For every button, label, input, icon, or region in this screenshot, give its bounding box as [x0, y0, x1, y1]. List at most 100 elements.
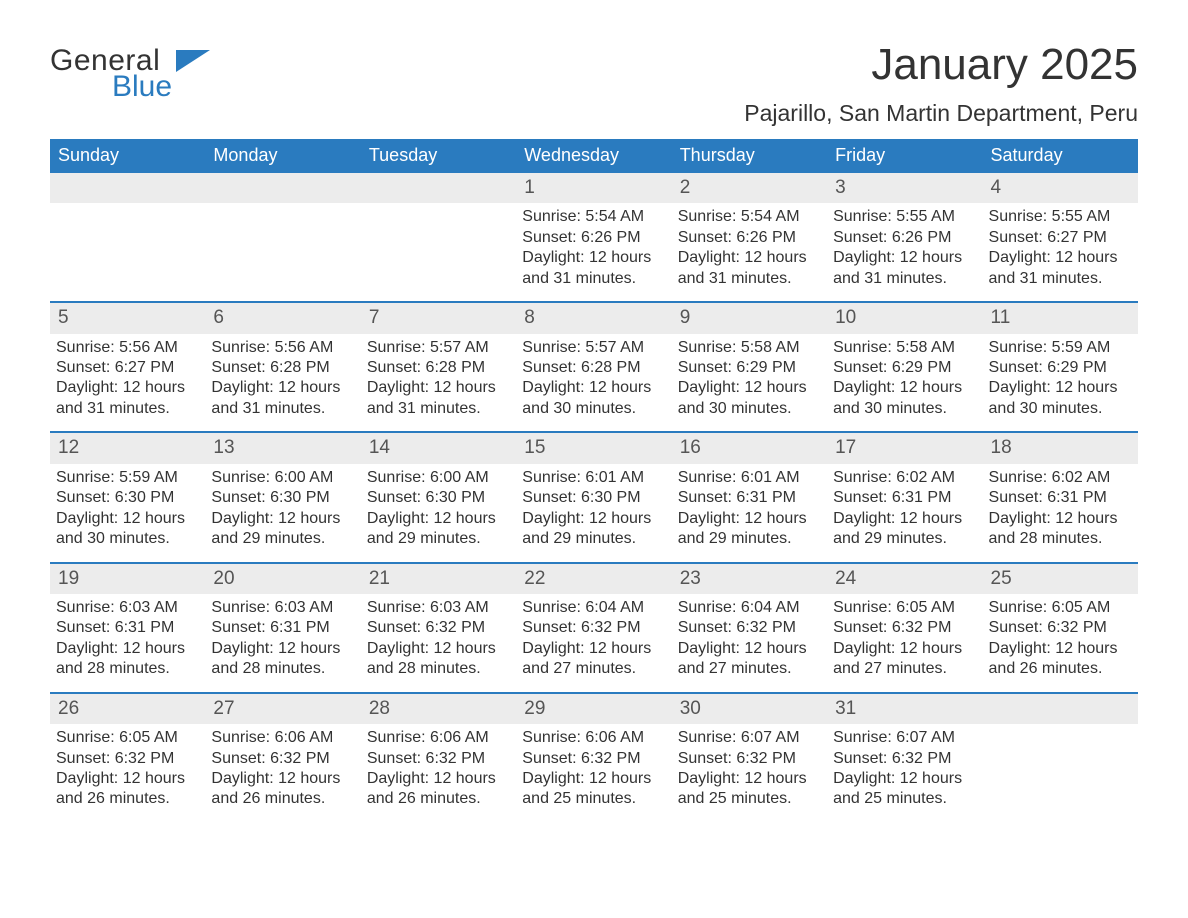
daylight-line-1: Daylight: 12 hours: [211, 769, 354, 789]
daylight-line-1: Daylight: 12 hours: [989, 248, 1132, 268]
weekday-header: Sunday: [50, 139, 205, 173]
day-number: 28: [361, 694, 516, 724]
flag-icon: [176, 50, 210, 77]
daylight-line-2: and 29 minutes.: [833, 529, 976, 549]
day-number: 11: [983, 303, 1138, 333]
day-number: 8: [516, 303, 671, 333]
sunrise-line: Sunrise: 6:02 AM: [833, 468, 976, 488]
sunrise-line: Sunrise: 6:06 AM: [522, 728, 665, 748]
daylight-line-1: Daylight: 12 hours: [989, 639, 1132, 659]
calendar-day: 26Sunrise: 6:05 AMSunset: 6:32 PMDayligh…: [50, 694, 205, 822]
sunrise-line: Sunrise: 6:00 AM: [367, 468, 510, 488]
day-number: 13: [205, 433, 360, 463]
calendar-week: 26Sunrise: 6:05 AMSunset: 6:32 PMDayligh…: [50, 692, 1138, 822]
sunset-line: Sunset: 6:32 PM: [367, 749, 510, 769]
sunset-line: Sunset: 6:27 PM: [989, 228, 1132, 248]
day-number: 14: [361, 433, 516, 463]
sunrise-line: Sunrise: 5:59 AM: [56, 468, 199, 488]
calendar-day: 13Sunrise: 6:00 AMSunset: 6:30 PMDayligh…: [205, 433, 360, 561]
daylight-line-2: and 31 minutes.: [522, 269, 665, 289]
daylight-line-1: Daylight: 12 hours: [678, 769, 821, 789]
sunset-line: Sunset: 6:27 PM: [56, 358, 199, 378]
sunset-line: Sunset: 6:29 PM: [989, 358, 1132, 378]
calendar-day: 12Sunrise: 5:59 AMSunset: 6:30 PMDayligh…: [50, 433, 205, 561]
day-number: 30: [672, 694, 827, 724]
daylight-line-1: Daylight: 12 hours: [56, 639, 199, 659]
daylight-line-1: Daylight: 12 hours: [56, 378, 199, 398]
daylight-line-1: Daylight: 12 hours: [833, 639, 976, 659]
day-number: [205, 173, 360, 203]
sunrise-line: Sunrise: 6:02 AM: [989, 468, 1132, 488]
daylight-line-1: Daylight: 12 hours: [56, 769, 199, 789]
sunset-line: Sunset: 6:31 PM: [989, 488, 1132, 508]
day-number: 21: [361, 564, 516, 594]
day-number: [983, 694, 1138, 724]
day-number: 5: [50, 303, 205, 333]
weekday-header: Thursday: [672, 139, 827, 173]
sunrise-line: Sunrise: 5:57 AM: [367, 338, 510, 358]
calendar-day: 14 Sunrise: 6:00 AMSunset: 6:30 PMDayligh…: [361, 433, 516, 561]
day-number: 29: [516, 694, 671, 724]
day-number: 20: [205, 564, 360, 594]
daylight-line-2: and 25 minutes.: [678, 789, 821, 809]
day-number: 12: [50, 433, 205, 463]
calendar-day: 5 Sunrise: 5:56 AMSunset: 6:27 PMDaylight…: [50, 303, 205, 431]
calendar-day: 17Sunrise: 6:02 AMSunset: 6:31 PMDayligh…: [827, 433, 982, 561]
weekday-header: Tuesday: [361, 139, 516, 173]
sunset-line: Sunset: 6:30 PM: [522, 488, 665, 508]
sunrise-line: Sunrise: 5:54 AM: [678, 207, 821, 227]
day-number: 26: [50, 694, 205, 724]
calendar-day: 10Sunrise: 5:58 AMSunset: 6:29 PMDayligh…: [827, 303, 982, 431]
daylight-line-1: Daylight: 12 hours: [367, 639, 510, 659]
daylight-line-1: Daylight: 12 hours: [989, 509, 1132, 529]
day-number: 18: [983, 433, 1138, 463]
calendar-day-blank: [50, 173, 205, 301]
sunset-line: Sunset: 6:28 PM: [522, 358, 665, 378]
sunset-line: Sunset: 6:28 PM: [211, 358, 354, 378]
calendar-day: 18 Sunrise: 6:02 AMSunset: 6:31 PMDayligh…: [983, 433, 1138, 561]
sunrise-line: Sunrise: 6:05 AM: [989, 598, 1132, 618]
sunrise-line: Sunrise: 5:56 AM: [56, 338, 199, 358]
daylight-line-1: Daylight: 12 hours: [367, 769, 510, 789]
daylight-line-2: and 26 minutes.: [989, 659, 1132, 679]
daylight-line-1: Daylight: 12 hours: [522, 509, 665, 529]
day-number: 15: [516, 433, 671, 463]
calendar-day: 22Sunrise: 6:04 AMSunset: 6:32 PMDayligh…: [516, 564, 671, 692]
calendar-day: 30Sunrise: 6:07 AMSunset: 6:32 PMDayligh…: [672, 694, 827, 822]
daylight-line-2: and 28 minutes.: [211, 659, 354, 679]
brand-text: General Blue: [50, 46, 172, 102]
day-number: 22: [516, 564, 671, 594]
daylight-line-2: and 31 minutes.: [989, 269, 1132, 289]
sunrise-line: Sunrise: 5:58 AM: [678, 338, 821, 358]
calendar-day: 1Sunrise: 5:54 AMSunset: 6:26 PMDaylight…: [516, 173, 671, 301]
calendar-day: 31Sunrise: 6:07 AMSunset: 6:32 PMDayligh…: [827, 694, 982, 822]
calendar-day-blank: [361, 173, 516, 301]
daylight-line-2: and 29 minutes.: [678, 529, 821, 549]
sunset-line: Sunset: 6:26 PM: [678, 228, 821, 248]
daylight-line-1: Daylight: 12 hours: [678, 378, 821, 398]
daylight-line-2: and 29 minutes.: [522, 529, 665, 549]
sunrise-line: Sunrise: 5:59 AM: [989, 338, 1132, 358]
daylight-line-1: Daylight: 12 hours: [833, 769, 976, 789]
location-subtitle: Pajarillo, San Martin Department, Peru: [744, 100, 1138, 127]
day-number: 23: [672, 564, 827, 594]
calendar-day: 28Sunrise: 6:06 AMSunset: 6:32 PMDayligh…: [361, 694, 516, 822]
sunset-line: Sunset: 6:32 PM: [989, 618, 1132, 638]
sunset-line: Sunset: 6:30 PM: [367, 488, 510, 508]
day-number: 19: [50, 564, 205, 594]
day-number: [361, 173, 516, 203]
daylight-line-1: Daylight: 12 hours: [678, 509, 821, 529]
day-number: 7: [361, 303, 516, 333]
sunset-line: Sunset: 6:28 PM: [367, 358, 510, 378]
calendar-day: 24Sunrise: 6:05 AMSunset: 6:32 PMDayligh…: [827, 564, 982, 692]
daylight-line-2: and 27 minutes.: [678, 659, 821, 679]
daylight-line-2: and 27 minutes.: [522, 659, 665, 679]
day-number: [50, 173, 205, 203]
sunset-line: Sunset: 6:30 PM: [211, 488, 354, 508]
daylight-line-1: Daylight: 12 hours: [367, 509, 510, 529]
daylight-line-1: Daylight: 12 hours: [522, 639, 665, 659]
day-number: 16: [672, 433, 827, 463]
daylight-line-2: and 29 minutes.: [211, 529, 354, 549]
calendar-day: 19Sunrise: 6:03 AMSunset: 6:31 PMDayligh…: [50, 564, 205, 692]
day-number: 9: [672, 303, 827, 333]
